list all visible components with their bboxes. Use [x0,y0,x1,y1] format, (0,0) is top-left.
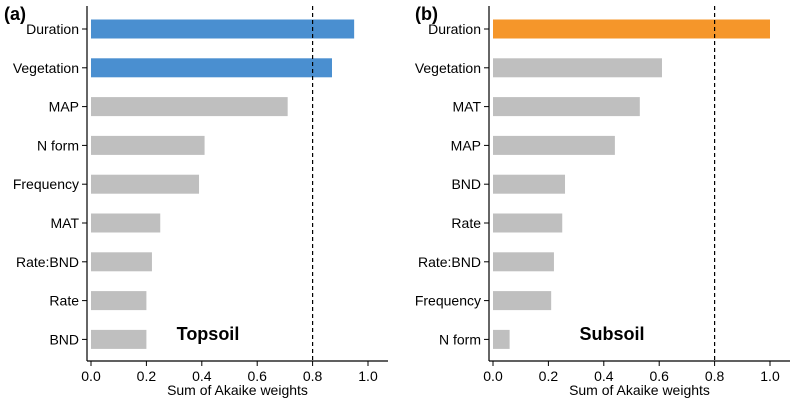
category-label: Duration [428,21,481,37]
panel-annotation: Subsoil [579,324,644,344]
bar-duration [91,19,355,39]
bar-vegetation [91,58,332,78]
category-label: Rate:BND [16,254,79,270]
x-tick-label: 0.8 [303,368,323,384]
bar-frequency [91,174,200,194]
category-label: Rate:BND [418,254,481,270]
x-tick-label: 0.8 [705,368,725,384]
x-tick-label: 0.6 [247,368,267,384]
bar-bnd [493,174,566,194]
x-tick-label: 1.0 [760,368,780,384]
category-label: MAP [451,137,481,153]
category-label: N form [439,331,481,347]
x-tick-label: 0.4 [594,368,614,384]
bar-duration [493,19,770,39]
bar-map [493,135,615,155]
category-label: N form [37,137,79,153]
bar-rate [493,213,563,233]
bar-vegetation [493,58,662,78]
category-label: MAP [49,99,79,115]
x-tick-label: 0.0 [483,368,503,384]
bar-frequency [493,291,552,311]
x-tick-label: 1.0 [358,368,378,384]
bar-n-form [91,135,205,155]
bar-n-form [493,329,510,349]
x-tick-label: 0.0 [81,368,101,384]
bar-rate-bnd [91,252,152,272]
panel-a: (a)Duration Vegetation MAP N form Frequency M… [4,4,388,398]
bar-rate-bnd [493,252,554,272]
x-tick-label: 0.4 [192,368,212,384]
category-label: BND [451,176,481,192]
bar-mat [91,213,161,233]
panel-b: (b)Duration Vegetation MAT MAP BND Rate Rate:B… [415,4,790,398]
category-label: Frequency [415,293,481,309]
x-axis-title: Sum of Akaike weights [569,382,710,398]
x-axis-title: Sum of Akaike weights [167,382,308,398]
category-label: Vegetation [415,60,481,76]
bar-rate [91,291,147,311]
category-label: MAT [452,99,481,115]
category-label: Frequency [13,176,79,192]
bar-bnd [91,329,147,349]
category-label: MAT [50,215,79,231]
bar-mat [493,97,640,117]
category-label: Duration [26,21,79,37]
x-tick-label: 0.2 [539,368,559,384]
x-tick-label: 0.2 [137,368,157,384]
category-label: Rate [451,215,481,231]
x-tick-label: 0.6 [649,368,669,384]
category-label: Rate [49,293,79,309]
panel-label: (a) [4,4,26,24]
panel-label: (b) [415,4,438,24]
panel-annotation: Topsoil [177,324,240,344]
bar-map [91,97,288,117]
category-label: Vegetation [13,60,79,76]
category-label: BND [49,331,79,347]
